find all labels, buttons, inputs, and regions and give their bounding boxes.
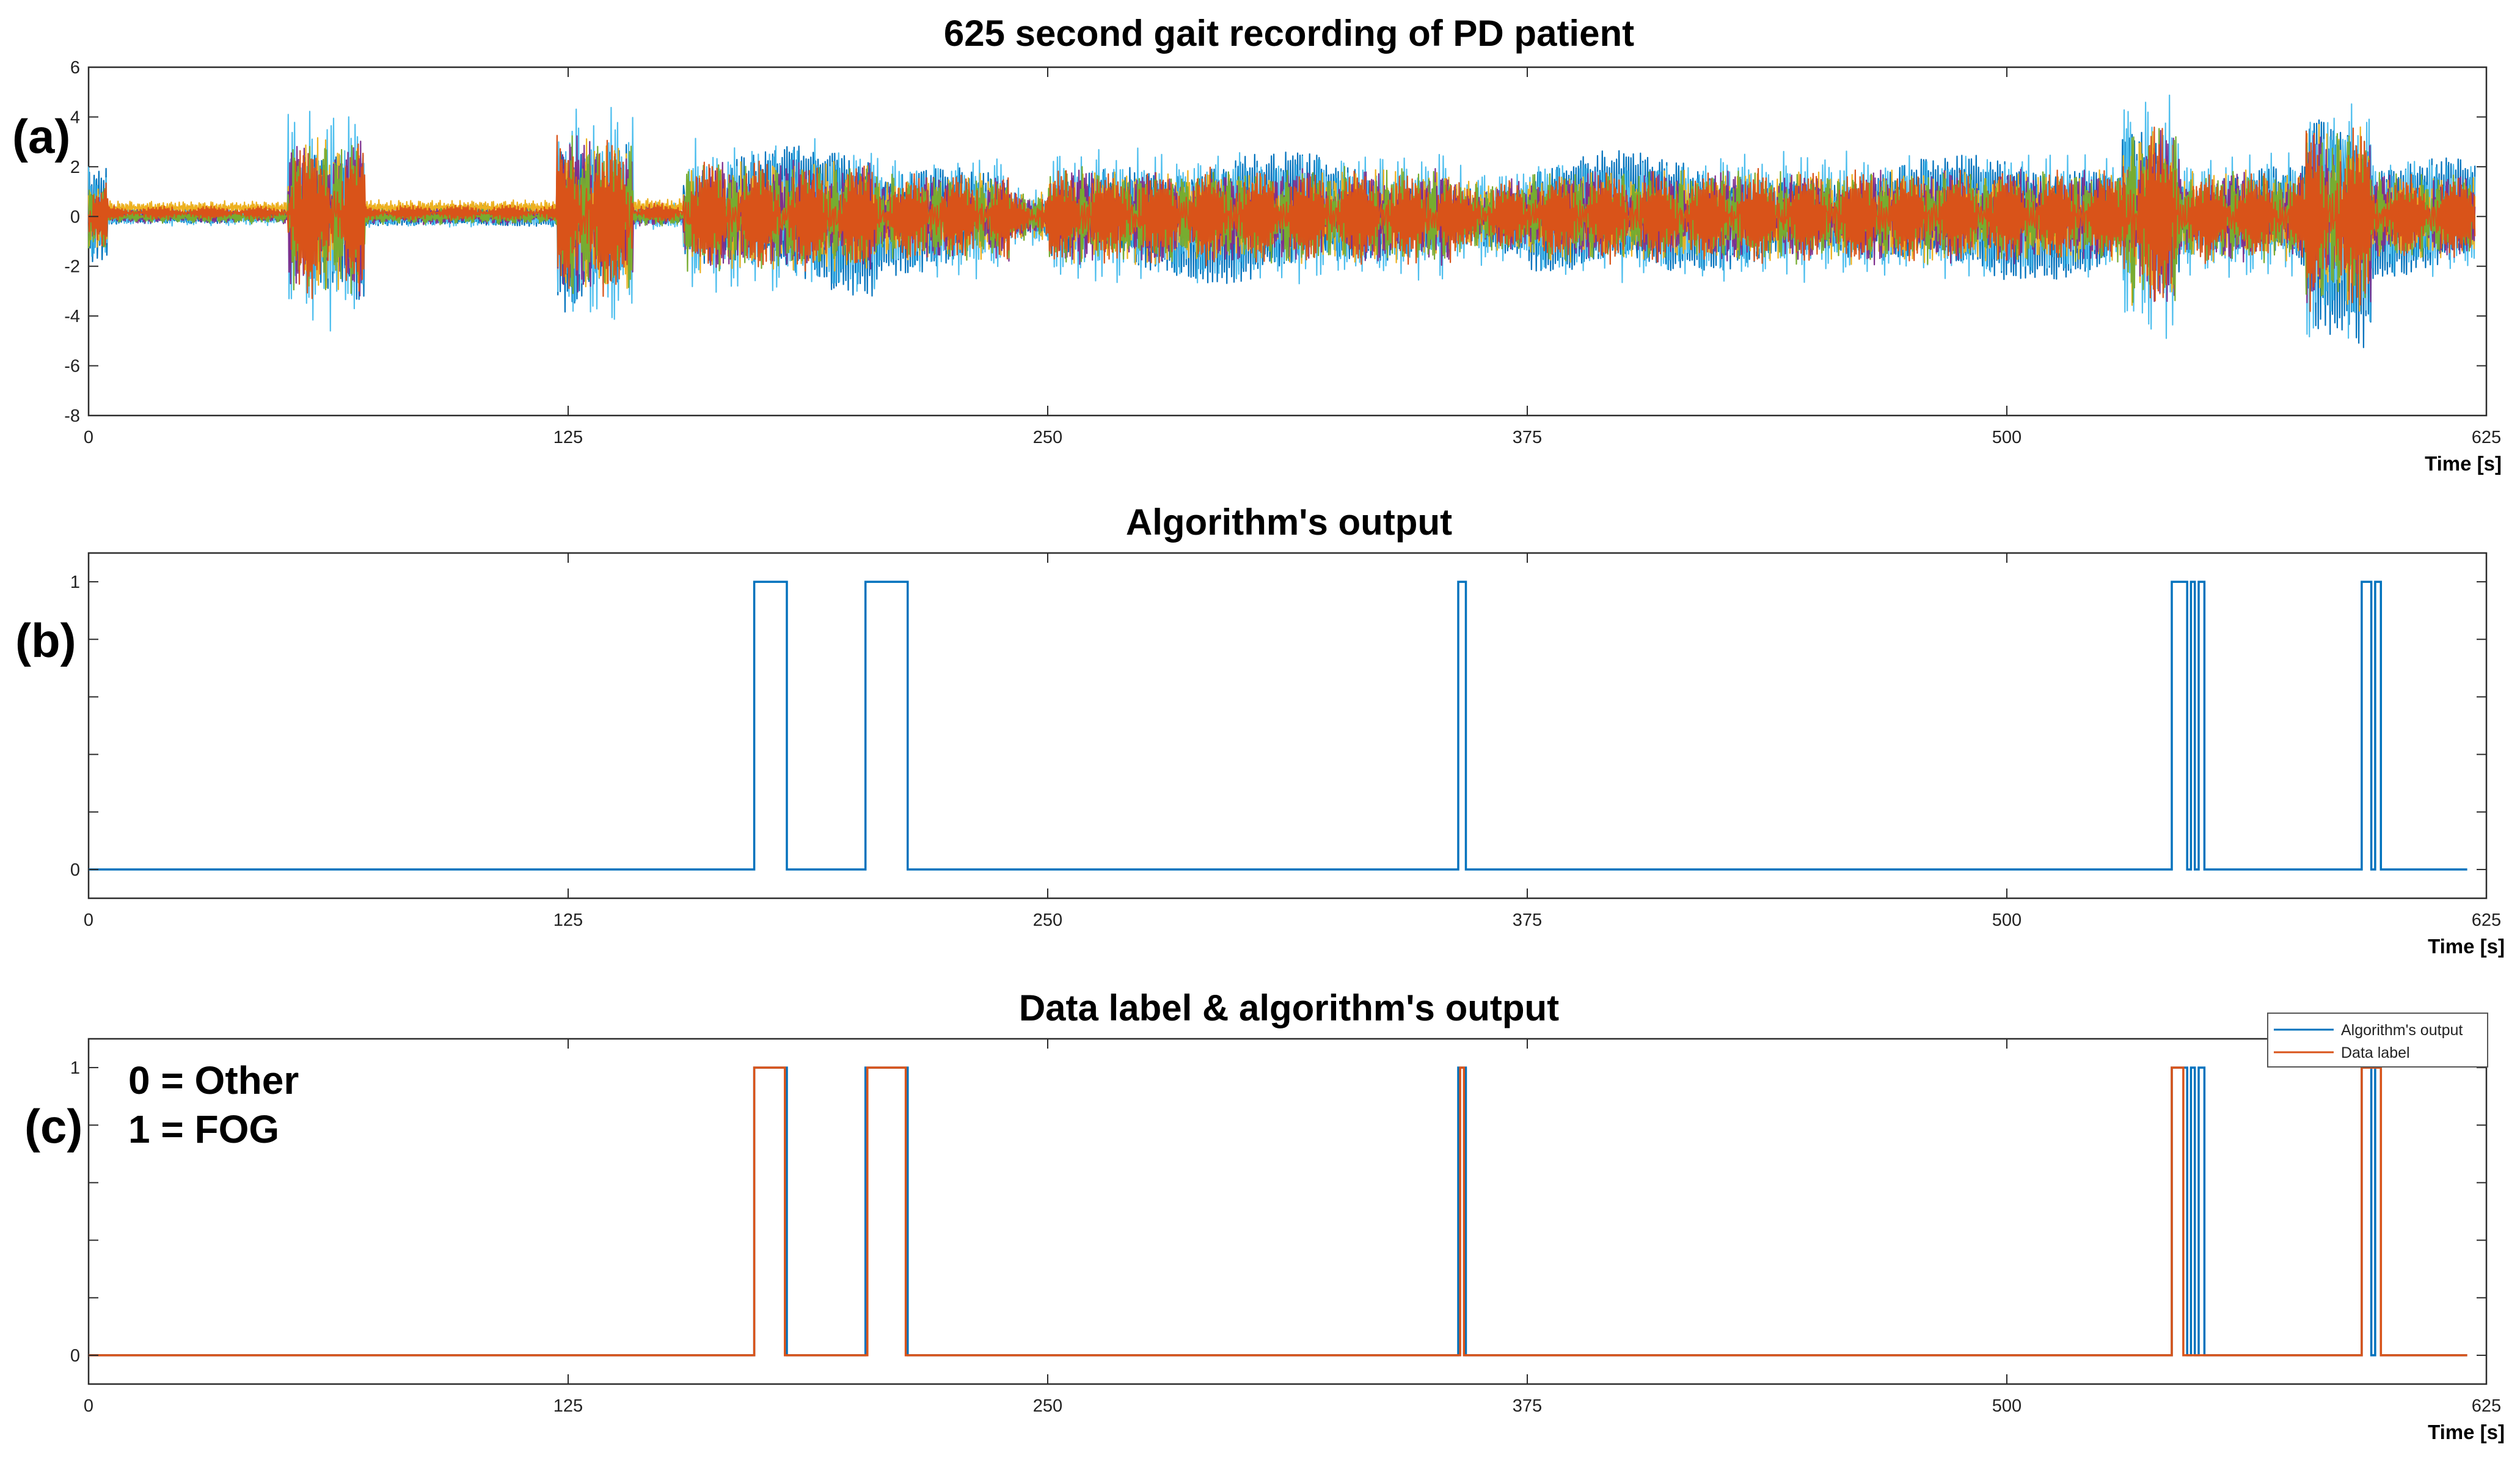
x-tick-label: 250 xyxy=(1033,910,1062,930)
chart-a-plot xyxy=(87,94,2476,348)
x-tick-label: 375 xyxy=(1513,910,1542,930)
chart-b-title: Algorithm's output xyxy=(1126,502,1452,543)
chart-c-xlabel: Time [s] xyxy=(2428,1421,2505,1443)
signal-trace-2 xyxy=(87,94,2476,339)
x-tick-label: 125 xyxy=(553,428,583,447)
chart-c-plot xyxy=(89,1066,2467,1357)
panel-label-c: (c) xyxy=(24,1099,82,1153)
panel-label-b: (b) xyxy=(15,614,76,667)
chart-b-ticks: 0 125 250 375 500 625 0 1 xyxy=(70,553,2501,930)
series-line-1 xyxy=(89,581,2467,871)
chart-a-title: 625 second gait recording of PD patient xyxy=(944,13,1634,54)
x-tick-label: 0 xyxy=(84,1396,93,1416)
legend-label-algorithm: Algorithm's output xyxy=(2341,1022,2463,1039)
chart-c: Data label & algorithm's output 0 125 250 3… xyxy=(24,987,2505,1443)
y-tick-label: -2 xyxy=(64,257,80,277)
x-tick-label: 125 xyxy=(553,910,583,930)
x-tick-label: 0 xyxy=(84,910,93,930)
x-tick-label: 500 xyxy=(1992,428,2021,447)
x-tick-label: 250 xyxy=(1033,1396,1062,1416)
y-tick-label: 1 xyxy=(70,1058,80,1078)
x-tick-label: 625 xyxy=(2472,428,2501,447)
chart-a-ticks: 0 125 250 375 500 625 6 4 2 0 -2 -4 -6 -8 xyxy=(64,58,2501,447)
x-tick-label: 250 xyxy=(1033,428,1062,447)
y-tick-label: 2 xyxy=(70,158,80,177)
chart-c-legend: Algorithm's output Data label xyxy=(2267,1013,2488,1068)
chart-c-ticks: 0 125 250 375 500 625 0 1 xyxy=(70,1039,2501,1416)
chart-b-plot xyxy=(89,581,2467,871)
x-tick-label: 125 xyxy=(553,1396,583,1416)
x-tick-label: 0 xyxy=(84,428,93,447)
chart-a: 625 second gait recording of PD patient … xyxy=(12,13,2502,475)
series-line-2 xyxy=(89,1066,2467,1357)
y-tick-label: 6 xyxy=(70,58,80,78)
x-tick-label: 625 xyxy=(2472,910,2501,930)
y-tick-label: 0 xyxy=(70,860,80,880)
chart-b-xlabel: Time [s] xyxy=(2428,935,2505,958)
y-tick-label: 0 xyxy=(70,1346,80,1366)
chart-c-title: Data label & algorithm's output xyxy=(1019,987,1559,1028)
y-tick-label: 1 xyxy=(70,573,80,592)
x-tick-label: 625 xyxy=(2472,1396,2501,1416)
x-tick-label: 500 xyxy=(1992,1396,2021,1416)
y-tick-label: 0 xyxy=(70,207,80,227)
chart-a-xlabel: Time [s] xyxy=(2425,452,2502,475)
legend-label-data-label: Data label xyxy=(2341,1044,2410,1061)
panel-label-a: (a) xyxy=(12,109,70,163)
x-tick-label: 375 xyxy=(1513,428,1542,447)
legend-box xyxy=(2267,1013,2488,1068)
y-tick-label: -8 xyxy=(64,406,80,426)
x-tick-label: 375 xyxy=(1513,1396,1542,1416)
x-tick-label: 500 xyxy=(1992,910,2021,930)
chart-b-axes xyxy=(87,552,2488,899)
signal-trace-4 xyxy=(87,130,2476,304)
y-tick-label: -6 xyxy=(64,357,80,376)
signal-trace-6 xyxy=(87,126,2476,312)
y-tick-label: 4 xyxy=(70,108,80,127)
y-tick-label: -4 xyxy=(64,307,80,326)
chart-c-axes xyxy=(87,1038,2488,1385)
annotation-fog: 1 = FOG xyxy=(128,1107,279,1151)
chart-b: Algorithm's output 0 125 250 375 500 625 0 1 Ti… xyxy=(15,502,2505,958)
annotation-other: 0 = Other xyxy=(128,1058,299,1102)
